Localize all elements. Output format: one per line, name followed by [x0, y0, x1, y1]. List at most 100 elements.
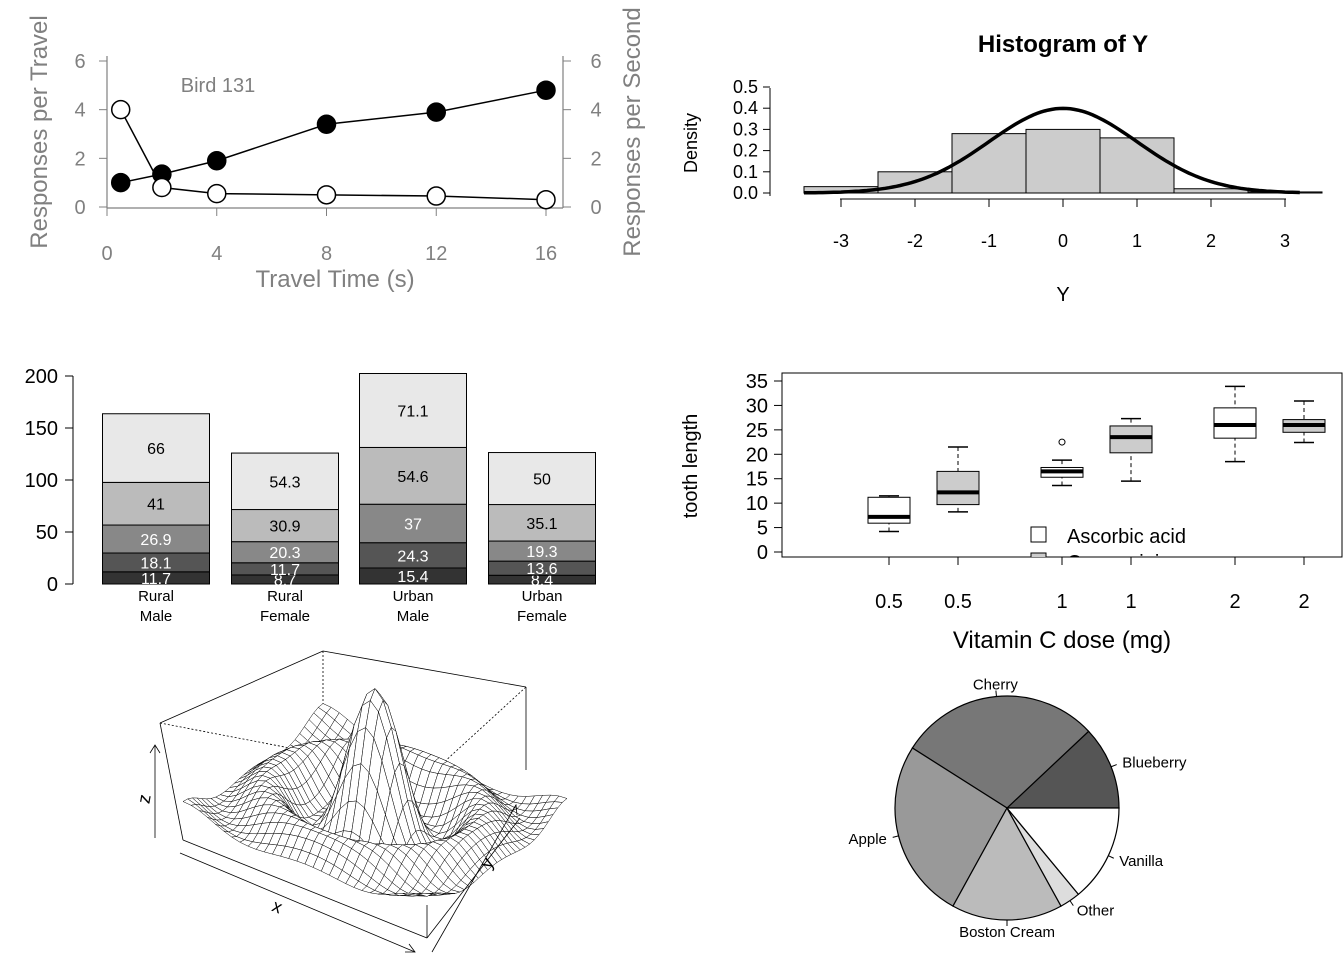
density-tick-label: 0.2	[733, 141, 758, 161]
y-tick-label: 15	[746, 469, 768, 491]
surface-mesh	[182, 687, 568, 897]
right-y-tick-label: 0	[590, 197, 601, 219]
segment-label: 11.7	[270, 562, 300, 579]
y-tick-label: 0	[47, 574, 58, 596]
pie-label-tick	[1069, 900, 1074, 906]
bar-stacks: 11.718.126.941668.711.720.330.954.315.42…	[102, 373, 596, 590]
segment-label: 41	[147, 497, 165, 514]
y-value-ticks: -3 -2 -1 0 1 2 3	[833, 199, 1290, 251]
pie-label: Apple	[849, 831, 887, 848]
pie-label: Cherry	[973, 677, 1019, 694]
y-axis-label: tooth length	[680, 414, 702, 519]
segment-label: 66	[147, 441, 165, 458]
legend-label-ascorbic: Ascorbic acid	[1067, 526, 1186, 548]
bar-segment	[359, 373, 467, 448]
segment-label: 71.1	[397, 403, 428, 420]
x-tick-label: 1	[1125, 591, 1136, 613]
density-tick-label: 0.3	[733, 119, 758, 139]
x-tick-label: 8	[321, 243, 332, 265]
y-axis-label: Density	[681, 113, 701, 173]
y-ticks: 0 50 100 150 200	[25, 366, 73, 596]
pie-label: Other	[1077, 903, 1115, 920]
x-tick-label: 0.5	[875, 591, 903, 613]
box-orange-juice-0.5	[936, 446, 980, 513]
pie-slices	[894, 695, 1120, 921]
pie-slice	[1005, 730, 1120, 809]
data-point-open	[207, 183, 227, 204]
x-arrow	[179, 852, 416, 953]
x-tick-label: 0.5	[944, 591, 972, 613]
category-label: Rural	[138, 588, 174, 605]
segment-label: 19.3	[526, 544, 557, 561]
segment-label: 35.1	[526, 516, 557, 533]
right-y-tick-label: 4	[590, 100, 601, 122]
data-point-open	[316, 185, 337, 205]
right-y-axis-label: Responses per Second	[619, 7, 646, 257]
pie-label: Boston Cream	[959, 924, 1055, 941]
segment-label: 54.3	[269, 474, 300, 491]
category-label: Male	[397, 608, 430, 625]
data-point-open	[110, 99, 131, 120]
x-tick-label: 4	[211, 243, 222, 265]
pie-labels: Blueberry Cherry Apple Boston Cream Other Van…	[849, 677, 1187, 941]
segment-label: 11.7	[141, 571, 171, 588]
segment-label: 54.6	[397, 469, 428, 486]
histogram-bar	[1099, 137, 1175, 194]
pie-label: Vanilla	[1119, 853, 1164, 870]
category-label: Female	[260, 608, 310, 625]
segment-label: 30.9	[269, 519, 300, 536]
pie-slice	[952, 806, 1062, 921]
category-labels: Rural Male Rural Female Urban Male Urban Female	[138, 588, 567, 625]
bar-segment	[488, 452, 596, 506]
x-axis-label: Travel Time (s)	[255, 266, 414, 293]
y-value-tick-label: -2	[907, 231, 923, 251]
right-y-tick-label: 2	[590, 148, 601, 170]
boxes	[867, 385, 1326, 533]
histogram-title: Histogram of Y	[978, 31, 1148, 58]
plot-frame	[781, 372, 1343, 558]
outlier-point	[1058, 438, 1066, 446]
x-axis-label: Vitamin C dose (mg)	[953, 627, 1171, 654]
pie-label-tick	[995, 690, 997, 697]
axis-arrows	[149, 744, 518, 953]
segment-label: 20.3	[269, 545, 300, 562]
bar-segment	[359, 446, 467, 505]
x-tick-label: 2	[1298, 591, 1309, 613]
x-ticks: 0.5 0.5 1 1 2 2	[875, 557, 1310, 613]
y-value-tick-label: -1	[981, 231, 997, 251]
density-curve	[804, 106, 1300, 195]
data-point-open	[536, 189, 556, 210]
y-tick-label: 10	[746, 493, 768, 515]
density-tick-label: 0.4	[733, 98, 758, 118]
legend-row-orange-juice: Orange juice	[1030, 552, 1180, 557]
segment-label: 8.7	[274, 572, 296, 589]
x-arrow-head	[405, 943, 416, 953]
iqr-box	[936, 470, 980, 506]
density-tick-label: 0.1	[733, 162, 758, 182]
histogram-chart: Histogram of Y 0.00.10.20.30.40.5 -3 -2 -1…	[681, 31, 1323, 306]
iqr-box	[1109, 425, 1153, 454]
category-label: Female	[517, 608, 567, 625]
pie-label-tick	[892, 835, 899, 838]
y-tick-label: 200	[25, 366, 58, 388]
box-ascorbic-acid-2	[1213, 385, 1257, 463]
x-tick-label: 16	[535, 243, 557, 265]
bar-segment	[488, 504, 596, 542]
y-tick-label: 35	[746, 371, 768, 393]
segment-label: 37	[404, 516, 422, 533]
left-y-tick-label: 0	[74, 197, 85, 219]
data-point-open	[152, 177, 172, 198]
y-tick-label: 30	[746, 395, 768, 417]
data-point-filled	[207, 151, 227, 171]
legend-swatch-orange-juice	[1030, 552, 1047, 557]
surface-box-front	[182, 817, 521, 939]
mesh-facet	[418, 892, 433, 897]
pie-slice	[894, 747, 1008, 907]
bird-annotation: Bird 131	[181, 75, 256, 97]
x-axis-label: x	[269, 895, 285, 917]
data-point-filled	[110, 172, 131, 193]
right-y-ticks: 0 2 4 6	[563, 51, 602, 219]
segment-label: 24.3	[397, 548, 428, 565]
